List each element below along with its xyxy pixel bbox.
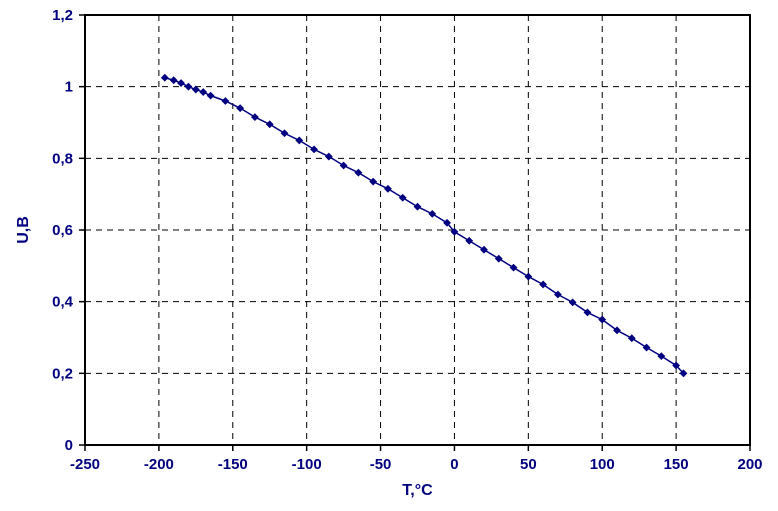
x-tick-label: 50 xyxy=(520,456,537,473)
y-tick-label: 1 xyxy=(65,79,73,96)
y-tick-label: 0,4 xyxy=(52,294,74,311)
y-tick-label: 0,8 xyxy=(52,150,73,167)
x-tick-label: -100 xyxy=(292,456,322,473)
y-tick-label: 0,6 xyxy=(52,222,73,239)
chart-container: -250 -200 -150 -100 -50 0 50 100 150 200 0 0,2 0,4 0,… xyxy=(0,0,778,511)
x-tick-label: 150 xyxy=(664,456,689,473)
y-tick-label: 1,2 xyxy=(52,7,73,24)
chart-svg: -250 -200 -150 -100 -50 0 50 100 150 200 0 0,2 0,4 0,… xyxy=(0,0,778,511)
x-tick-label: 0 xyxy=(450,456,458,473)
y-axis-label: U,B xyxy=(15,216,32,244)
x-axis-label: T,°C xyxy=(402,482,433,499)
y-tick-label: 0 xyxy=(65,437,73,454)
x-tick-label: 100 xyxy=(590,456,615,473)
x-tick-label: -200 xyxy=(144,456,174,473)
x-tick-label: -50 xyxy=(370,456,392,473)
x-tick-label: -250 xyxy=(70,456,100,473)
y-tick-label: 0,2 xyxy=(52,365,73,382)
x-tick-label: -150 xyxy=(218,456,248,473)
x-tick-label: 200 xyxy=(737,456,762,473)
